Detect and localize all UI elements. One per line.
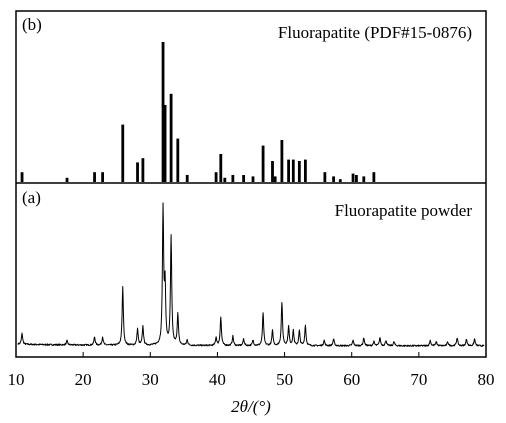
reference-bar [287,159,290,182]
panel-a-title: Fluorapatite powder [335,201,473,220]
measured-pattern-line [17,202,485,347]
x-tick-label: 60 [343,370,360,389]
reference-bar [121,124,125,182]
reference-bar [161,42,165,182]
panel-b-title: Fluorapatite (PDF#15-0876) [278,23,472,42]
reference-bar [297,161,301,182]
reference-bar [271,161,274,182]
reference-bar [65,177,69,182]
reference-pattern-bars [20,42,376,182]
reference-bar [163,105,167,182]
x-tick-label: 50 [276,370,293,389]
x-tick-label: 10 [8,370,25,389]
reference-bar [141,158,145,182]
x-axis-ticks [15,352,487,357]
x-axis-title: 2θ/(°) [231,397,271,416]
x-tick-label: 70 [410,370,427,389]
reference-bar [372,172,376,182]
reference-bar [338,179,342,182]
reference-bar [93,172,96,182]
reference-bar [242,175,246,182]
reference-bar [223,177,227,182]
reference-bar [261,145,265,182]
reference-bar [355,175,358,182]
x-tick-label: 40 [209,370,226,389]
reference-bar [273,176,277,182]
panel-a-label: (a) [22,188,41,207]
reference-bar [303,159,307,182]
reference-bar [351,173,355,182]
reference-bar [219,154,223,182]
reference-bar [323,172,327,182]
x-tick-label: 20 [75,370,92,389]
reference-bar [185,175,189,182]
reference-bar [176,138,180,182]
reference-bar [231,175,235,182]
reference-bar [251,176,255,182]
panel-b-label: (b) [22,15,42,34]
reference-bar [280,140,284,182]
reference-bar [101,172,105,182]
x-tick-label: 30 [142,370,159,389]
x-tick-label: 80 [478,370,495,389]
reference-bar [136,162,139,182]
x-axis-tick-labels: 10 20 30 40 50 60 70 80 [8,370,495,389]
reference-bar [362,176,366,182]
reference-bar [332,176,335,182]
reference-bar [291,159,295,182]
reference-bar [169,93,173,182]
reference-bar [214,172,218,182]
reference-bar [20,172,24,182]
plot-frame [15,10,487,358]
